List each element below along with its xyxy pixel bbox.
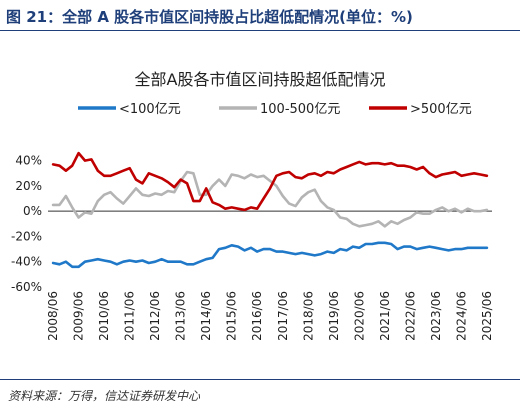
- legend-label: <100亿元: [119, 102, 181, 117]
- x-tick-label: 2017/06: [276, 291, 290, 341]
- y-tick-label: 40%: [15, 154, 42, 168]
- x-tick-label: 2025/06: [480, 291, 494, 341]
- x-tick-label: 2012/06: [148, 291, 162, 341]
- chart-legend: <100亿元 100-500亿元 >500亿元: [78, 102, 472, 117]
- legend-label: 100-500亿元: [260, 102, 340, 117]
- x-tick-label: 2015/06: [225, 291, 239, 341]
- chart-title: 全部A股各市值区间持股超低配情况: [135, 70, 386, 89]
- y-tick-label: -60%: [11, 280, 42, 294]
- x-tick-label: 2010/06: [97, 291, 111, 341]
- series-line: [51, 241, 489, 269]
- x-tick-label: 2019/06: [327, 291, 341, 341]
- x-tick-label: 2024/06: [454, 291, 468, 341]
- x-tick-label: 2023/06: [429, 291, 443, 341]
- y-tick-label: -20%: [11, 229, 42, 243]
- series-line: [51, 170, 489, 228]
- x-tick-label: 2011/06: [123, 291, 137, 341]
- figure-footer: 资料来源：万得，信达证券研发中心: [0, 378, 520, 411]
- x-axis: 2008/06 2009/06 2010/06 2011/06 2012/06 2013/…: [46, 210, 494, 341]
- line-chart: 全部A股各市值区间持股超低配情况 <100亿元 100-500亿元 >500亿元 -…: [11, 70, 494, 341]
- x-tick-label: 2018/06: [301, 291, 315, 341]
- x-tick-label: 2008/06: [46, 291, 60, 341]
- series-line: [51, 151, 489, 212]
- x-tick-label: 2014/06: [199, 291, 213, 341]
- x-tick-label: 2020/06: [352, 291, 366, 341]
- figure-caption: 图 21：全部 A 股各市值区间持股占比超低配情况(单位：%): [6, 8, 413, 26]
- y-tick-label: 20%: [15, 179, 42, 193]
- x-tick-label: 2021/06: [378, 291, 392, 341]
- figure-header: 图 21：全部 A 股各市值区间持股占比超低配情况(单位：%): [0, 0, 520, 31]
- source-note: 资料来源：万得，信达证券研发中心: [8, 389, 201, 403]
- plot-area: [51, 151, 489, 269]
- y-axis: -60% -40% -20% 0% 20% 40%: [11, 154, 42, 294]
- x-tick-label: 2013/06: [174, 291, 188, 341]
- y-tick-label: -40%: [11, 255, 42, 269]
- x-tick-label: 2022/06: [403, 291, 417, 341]
- header-divider: [0, 30, 520, 31]
- y-tick-label: 0%: [23, 204, 42, 218]
- footer-divider: [0, 379, 520, 380]
- x-tick-label: 2009/06: [72, 291, 86, 341]
- x-tick-label: 2016/06: [250, 291, 264, 341]
- legend-label: >500亿元: [410, 102, 472, 117]
